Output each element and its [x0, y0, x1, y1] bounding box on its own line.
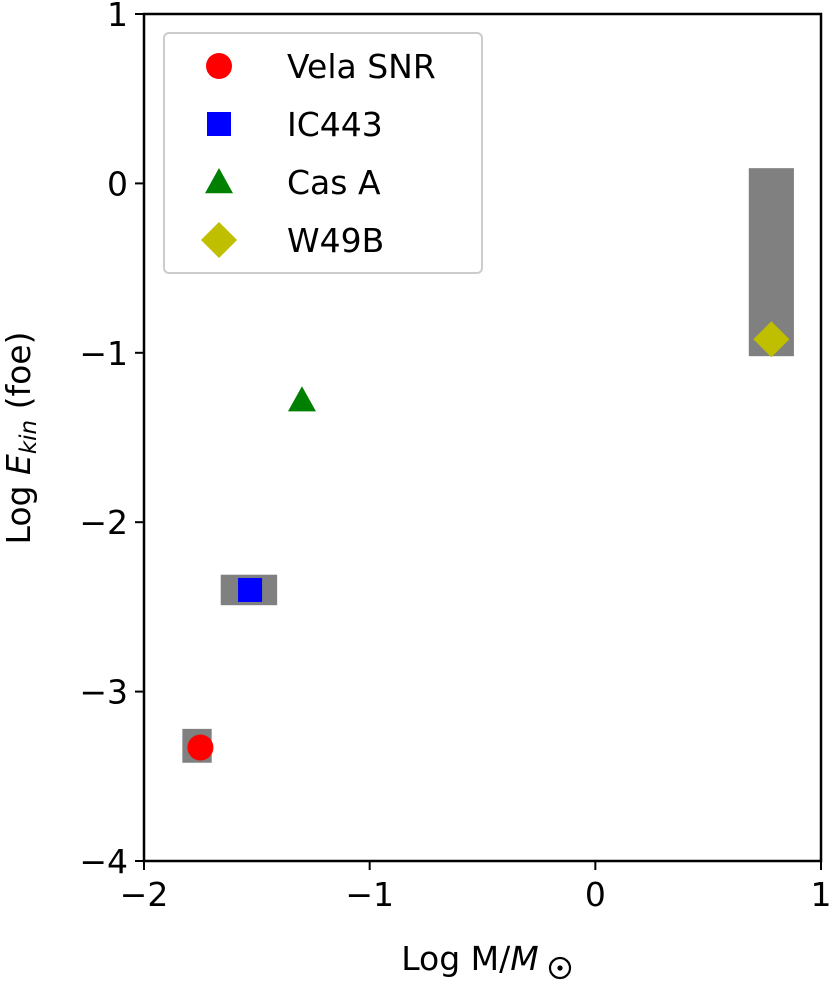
y-tick-label: −3 [79, 673, 128, 712]
x-tick-label: −1 [345, 875, 394, 914]
x-axis-label: Log M/M [401, 939, 539, 978]
x-tick-label: 0 [585, 875, 606, 914]
y-tick-label: −2 [79, 503, 128, 542]
legend-entry: IC443 [207, 105, 383, 144]
data-markers [187, 321, 790, 761]
legend-label: W49B [287, 221, 384, 260]
legend-label: Cas A [287, 163, 381, 202]
y-axis: −4 −3 −2 −1 0 1 [79, 0, 144, 881]
legend-label: Vela SNR [287, 47, 436, 86]
data-point [238, 577, 263, 602]
y-tick-label: 0 [107, 164, 128, 203]
legend-label: IC443 [287, 105, 383, 144]
plot-area-frame [142, 12, 823, 863]
x-axis-label-symbol: M [510, 939, 538, 978]
y-axis-label-unit: (foe) [0, 332, 38, 420]
legend-entry: Vela SNR [206, 47, 436, 86]
data-point [187, 734, 214, 761]
legend-marker [205, 168, 233, 194]
y-axis-label-energy: E [0, 454, 38, 475]
y-axis-label-subscript: kin [16, 420, 42, 454]
y-axis-label: Log Ekin (foe) [0, 332, 42, 545]
x-axis-label-text: Log M/ [401, 939, 511, 978]
legend-entry: Cas A [205, 163, 381, 202]
legend-frame [163, 32, 483, 274]
x-axis: −2 −1 0 1 [120, 861, 831, 914]
x-tick-label: 1 [811, 875, 831, 914]
legend-marker [207, 112, 231, 136]
solar-symbol-icon [548, 956, 572, 980]
sun-symbol-dot [557, 965, 563, 971]
y-tick-label: 1 [107, 0, 128, 34]
legend: Vela SNR IC443 Cas A W49B [163, 32, 483, 274]
legend-marker [201, 222, 237, 258]
sun-symbol-ring [548, 956, 572, 980]
y-tick-label: −1 [79, 334, 128, 373]
data-point [287, 386, 316, 412]
y-axis-label-log: Log [0, 475, 38, 544]
legend-entry: W49B [201, 221, 384, 260]
data-point [753, 321, 790, 358]
legend-marker [206, 53, 232, 79]
x-tick-label: −2 [120, 875, 169, 914]
y-tick-label: −4 [79, 842, 128, 881]
